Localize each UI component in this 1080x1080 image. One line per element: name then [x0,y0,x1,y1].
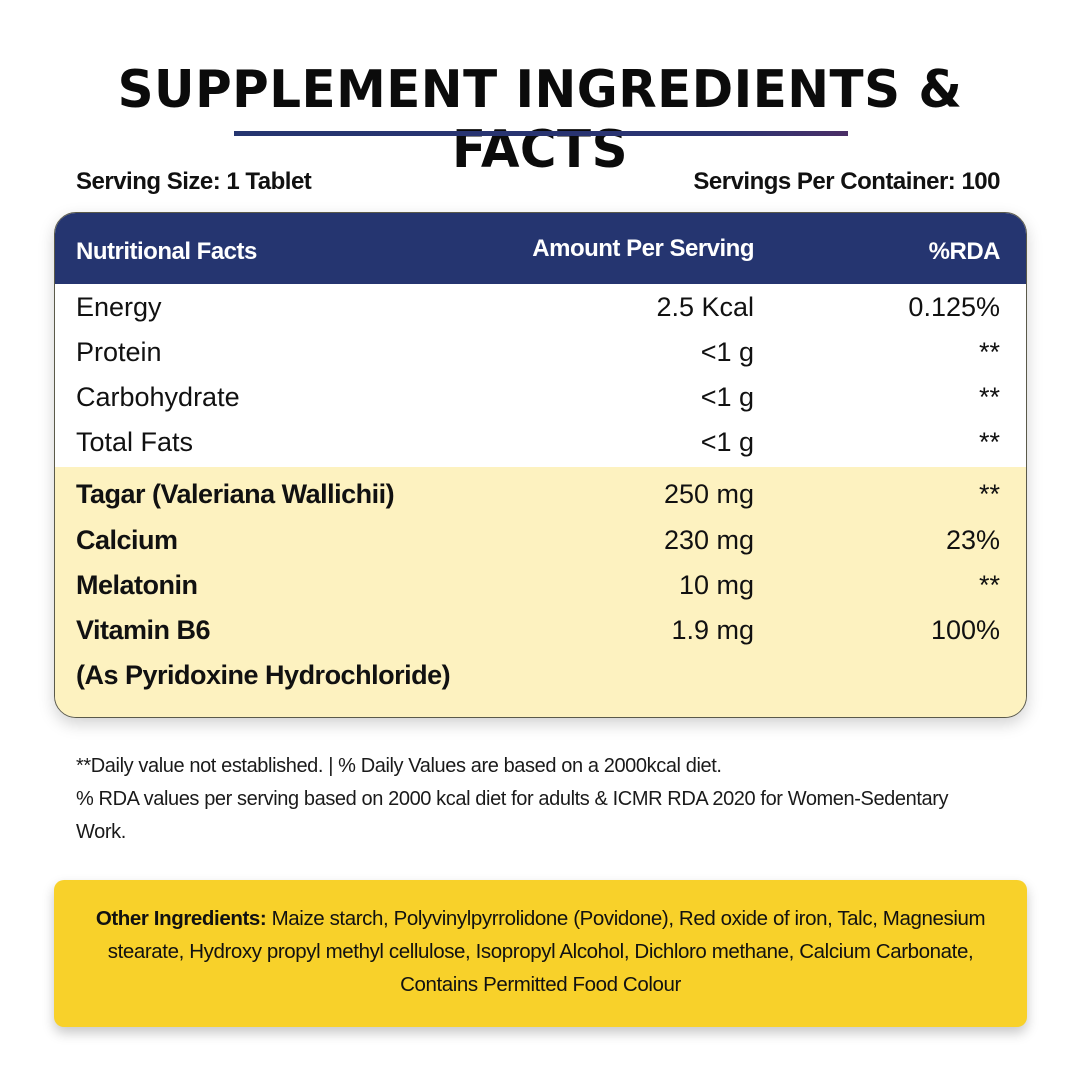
row-name: Protein [76,337,162,367]
row-name: Vitamin B6 [76,615,211,645]
footnotes: **Daily value not established. | % Daily… [76,750,976,849]
column-header-rda: %RDA [928,238,1001,265]
title-underline-divider [234,131,848,136]
table-row: Vitamin B6 (As Pyridoxine Hydrochloride)… [55,607,1026,690]
serving-size: Serving Size: 1 Tablet [76,168,312,195]
page-title: SUPPLEMENT INGREDIENTS & FACTS [117,60,963,180]
row-amount: 2.5 Kcal [656,292,754,322]
row-amount: 250 mg [663,479,754,509]
nutrition-rows: Energy 2.5 Kcal 0.125% Protein <1 g ** C… [55,284,1026,467]
column-header-nutritional-facts: Nutritional Facts [76,238,257,265]
servings-per-container: Servings Per Container: 100 [693,168,1000,195]
table-row: Calcium 230 mg 23% [55,517,1026,562]
table-row: Total Fats <1 g ** [55,419,1026,464]
row-amount: 10 mg [678,570,754,600]
row-amount: 1.9 mg [671,615,754,645]
table-header: Nutritional Facts Amount Per Serving %RD… [55,213,1026,284]
row-name: Carbohydrate [76,382,240,412]
row-subname: (As Pyridoxine Hydrochloride) [76,660,451,690]
serving-info: Serving Size: 1 Tablet Servings Per Cont… [76,166,1000,198]
row-rda: ** [978,479,1000,509]
row-name: Total Fats [76,427,194,457]
row-rda: 23% [945,525,1000,555]
table-row: Carbohydrate <1 g ** [55,374,1026,419]
active-ingredient-rows: Tagar (Valeriana Wallichii) 250 mg ** Ca… [55,467,1026,717]
row-amount: <1 g [700,382,754,412]
other-ingredients-text: Maize starch, Polyvinylpyrrolidone (Povi… [107,907,986,996]
row-name: Tagar (Valeriana Wallichii) [76,479,395,509]
nutrition-facts-table: Nutritional Facts Amount Per Serving %RD… [54,212,1027,718]
table-row: Protein <1 g ** [55,329,1026,374]
row-rda: ** [978,337,1000,367]
row-name: Energy [76,292,162,322]
other-ingredients-box: Other Ingredients: Maize starch, Polyvin… [54,880,1027,1027]
row-rda: 0.125% [908,292,1000,322]
row-rda: ** [978,427,1000,457]
row-rda: ** [978,382,1000,412]
footnote-rda-basis: % RDA values per serving based on 2000 k… [76,788,949,843]
column-header-amount-per-serving: Amount Per Serving [532,235,754,262]
other-ingredients-label: Other Ingredients: [95,907,267,930]
row-rda: 100% [930,615,1000,645]
row-amount: <1 g [700,337,754,367]
row-name: Melatonin [76,570,198,600]
table-row: Energy 2.5 Kcal 0.125% [55,284,1026,329]
footnote-daily-value: **Daily value not established. | % Daily… [76,755,722,777]
row-amount: 230 mg [663,525,754,555]
row-name: Calcium [76,525,178,555]
table-row: Melatonin 10 mg ** [55,562,1026,607]
row-rda: ** [978,570,1000,600]
row-amount: <1 g [700,427,754,457]
table-row: Tagar (Valeriana Wallichii) 250 mg ** [55,471,1026,516]
